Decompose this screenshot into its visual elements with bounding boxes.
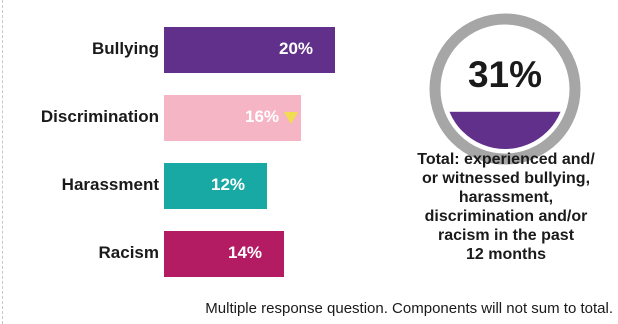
- bar: [164, 95, 301, 141]
- total-caption: Total: experienced and/ or witnessed bul…: [366, 150, 618, 264]
- bar-value-label: 20%: [279, 39, 314, 58]
- caption-line: or witnessed bullying,: [421, 170, 591, 187]
- bar: [164, 27, 335, 73]
- left-dashed-border: [2, 0, 3, 324]
- category-label: Discrimination: [40, 107, 159, 126]
- caption-line: racism in the past: [437, 227, 575, 244]
- decrease-triangle-icon: [284, 112, 298, 124]
- caption-line: 12 months: [465, 246, 546, 263]
- bar-value-label: 12%: [211, 175, 246, 194]
- bar: [164, 231, 284, 277]
- gauge-value-label: 31%: [467, 54, 543, 95]
- gauge-outer-ring: [429, 13, 581, 165]
- category-label: Bullying: [91, 39, 159, 58]
- bar-value-label: 16%: [245, 107, 280, 126]
- caption-line: discrimination and/or: [424, 208, 588, 225]
- bar-value-label: 14%: [228, 243, 263, 262]
- caption-line: Total: experienced and/: [417, 151, 595, 168]
- category-label: Racism: [98, 243, 159, 262]
- category-label: Harassment: [61, 175, 159, 194]
- caption-line: harassment,: [458, 189, 554, 206]
- gauge-ring: [429, 13, 581, 165]
- bar: [164, 163, 267, 209]
- total-gauge: 31%: [423, 7, 587, 171]
- footnote: Multiple response question. Components w…: [205, 300, 613, 317]
